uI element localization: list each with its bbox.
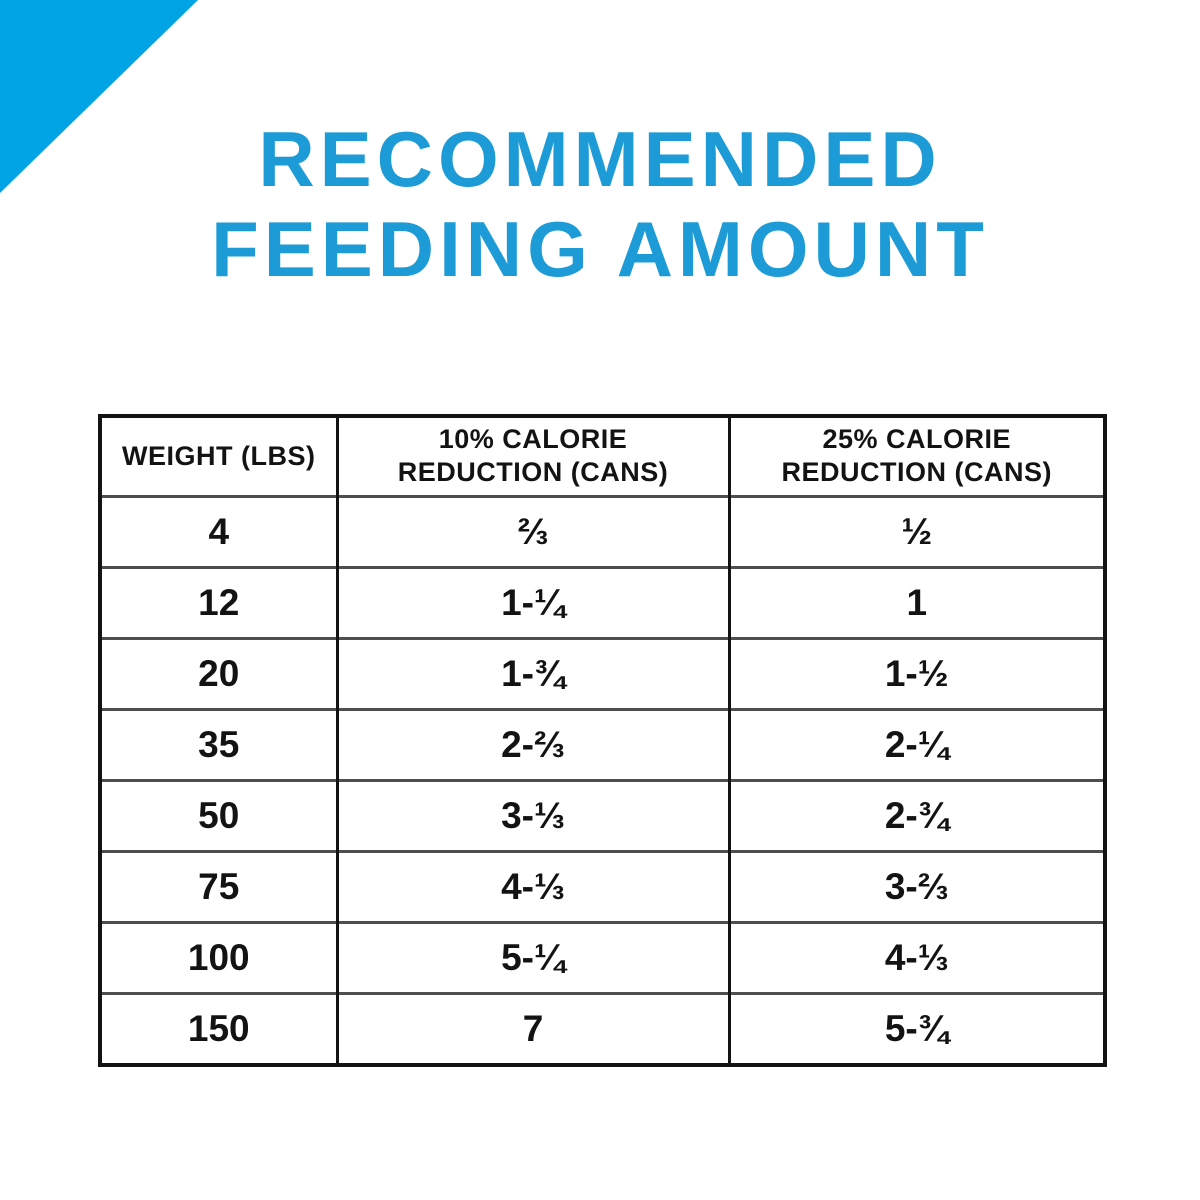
cans-25pct-cell: 3-⅔ — [727, 850, 1105, 923]
cans-25pct-cell: 2-¼ — [727, 707, 1105, 781]
table-row: 12 1-¼ 1 — [100, 565, 1105, 639]
cans-25pct-cell: 2-¾ — [727, 778, 1105, 852]
cans-10pct-cell: 3-⅓ — [335, 778, 729, 852]
page-title: RECOMMENDED FEEDING AMOUNT — [0, 114, 1200, 294]
cans-10pct-cell: 1-¾ — [335, 636, 729, 710]
table-row: 50 3-⅓ 2-¾ — [100, 778, 1105, 852]
weight-cell: 100 — [100, 921, 337, 994]
table-row: 20 1-¾ 1-½ — [100, 636, 1105, 710]
weight-cell: 50 — [100, 778, 337, 852]
weight-cell: 20 — [100, 636, 337, 710]
col-header-25pct-reduction: 25% CALORIE REDUCTION (CANS) — [727, 416, 1105, 496]
cans-25pct-cell: 4-⅓ — [727, 921, 1105, 994]
table-row: 150 7 5-¾ — [100, 992, 1105, 1065]
table-row: 35 2-⅔ 2-¼ — [100, 707, 1105, 781]
cans-25pct-cell: 1-½ — [727, 636, 1105, 710]
weight-cell: 12 — [100, 565, 337, 639]
cans-10pct-cell: ⅔ — [335, 494, 729, 568]
table-row: 4 ⅔ ½ — [100, 494, 1105, 568]
table-row: 75 4-⅓ 3-⅔ — [100, 850, 1105, 923]
page-title-line1: RECOMMENDED — [258, 115, 942, 203]
cans-25pct-cell: 1 — [727, 565, 1105, 639]
feeding-table: WEIGHT (LBS) 10% CALORIE REDUCTION (CANS… — [98, 414, 1107, 1067]
cans-10pct-cell: 7 — [335, 992, 729, 1065]
cans-10pct-cell: 1-¼ — [335, 565, 729, 639]
weight-cell: 150 — [100, 992, 337, 1065]
cans-10pct-cell: 4-⅓ — [335, 850, 729, 923]
col-header-weight: WEIGHT (LBS) — [100, 416, 337, 496]
table-header-row: WEIGHT (LBS) 10% CALORIE REDUCTION (CANS… — [100, 416, 1105, 496]
cans-25pct-cell: 5-¾ — [727, 992, 1105, 1065]
weight-cell: 35 — [100, 707, 337, 781]
header-line: 25% CALORIE — [822, 424, 1012, 455]
header-line: REDUCTION (CANS) — [397, 457, 669, 488]
col-header-10pct-reduction: 10% CALORIE REDUCTION (CANS) — [335, 416, 729, 496]
cans-25pct-cell: ½ — [727, 494, 1105, 568]
header-line: 10% CALORIE — [438, 424, 628, 455]
cans-10pct-cell: 2-⅔ — [335, 707, 729, 781]
weight-cell: 75 — [100, 850, 337, 923]
cans-10pct-cell: 5-¼ — [335, 921, 729, 994]
page-title-line2: FEEDING AMOUNT — [211, 205, 989, 293]
header-line: WEIGHT (LBS) — [122, 440, 316, 471]
table-row: 100 5-¼ 4-⅓ — [100, 921, 1105, 994]
weight-cell: 4 — [100, 494, 337, 568]
header-line: REDUCTION (CANS) — [781, 457, 1052, 488]
